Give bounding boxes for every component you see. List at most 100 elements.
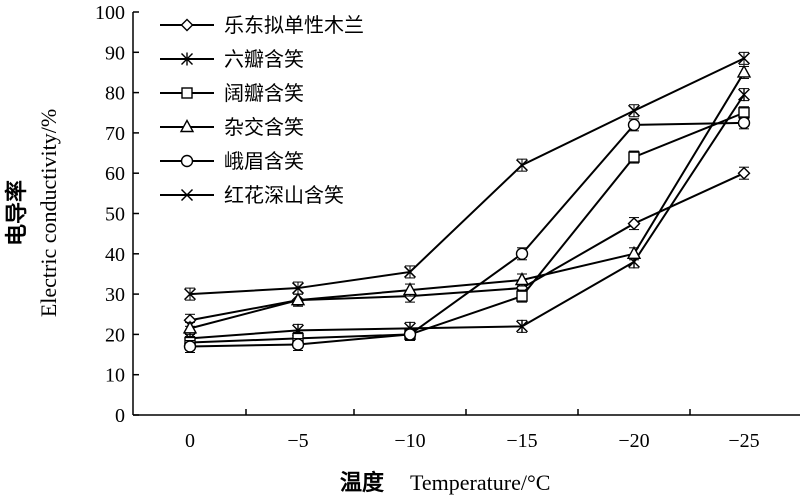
y-tick-label: 0: [115, 405, 125, 427]
series-4: [182, 64, 752, 335]
series-3: [184, 106, 750, 349]
triangle-marker: [182, 320, 198, 334]
data-point: [516, 319, 528, 333]
y-tick-label: 100: [95, 2, 125, 24]
circle-marker: [180, 154, 194, 168]
axis-titles: 温度 Temperature/°C 电导率 Electric conductiv…: [4, 109, 550, 496]
series-line: [189, 94, 745, 340]
x-tick-label: −5: [287, 430, 308, 452]
diamond-marker: [180, 18, 194, 32]
x-marker-stroke: [403, 265, 417, 278]
data-point: [627, 104, 641, 117]
data-point: [291, 338, 305, 351]
data-point: [627, 217, 641, 231]
legend-item-6: 红花深山含笑: [160, 183, 344, 207]
data-point: [514, 272, 530, 286]
data-point: [403, 265, 417, 278]
y-tick-label: 80: [105, 83, 125, 105]
circle-marker: [291, 338, 305, 351]
data-point: [402, 282, 418, 296]
data-point: [516, 290, 528, 302]
legend-marker: [180, 188, 194, 202]
legend-marker: [180, 18, 194, 32]
data-point: [290, 292, 306, 306]
circle-marker: [627, 118, 641, 132]
x-marker-stroke: [183, 288, 197, 301]
series-line: [189, 111, 745, 344]
x-tick-label: −20: [618, 430, 649, 452]
data-point: [738, 107, 750, 119]
series-5: [183, 116, 751, 353]
y-tick-label: 40: [105, 244, 125, 266]
triangle-marker: [736, 64, 752, 78]
data-point: [515, 247, 529, 261]
series-line: [189, 121, 745, 348]
y-tick-label: 50: [105, 204, 125, 226]
series-line: [189, 172, 745, 322]
data-point: [626, 245, 642, 259]
legend-item-1: 乐东拟单性木兰: [160, 13, 364, 37]
triangle-marker: [402, 282, 418, 296]
circle-marker: [403, 328, 417, 341]
series-line: [189, 71, 745, 330]
x-tick-label: 0: [185, 430, 195, 452]
legend-label: 峨眉含笑: [224, 149, 304, 173]
legend-label: 红花深山含笑: [224, 183, 344, 207]
data-point: [515, 159, 529, 172]
diamond-marker: [627, 217, 641, 231]
data-point: [182, 320, 198, 334]
circle-marker: [183, 340, 197, 353]
legend-label: 六瓣含笑: [224, 47, 304, 71]
circle-marker: [515, 247, 529, 261]
legend-marker: [181, 52, 193, 66]
data-point: [736, 64, 752, 78]
data-point: [183, 288, 197, 301]
series-line: [189, 57, 745, 296]
y-tick-label: 10: [105, 365, 125, 387]
legend-label: 阔瓣含笑: [224, 81, 304, 105]
y-tick-label: 90: [105, 42, 125, 64]
data-point: [183, 340, 197, 353]
x-marker-stroke: [180, 188, 194, 202]
legend-item-2: 六瓣含笑: [160, 47, 304, 71]
y-tick-label: 20: [105, 324, 125, 346]
y-axis-title-cn: 电导率: [4, 180, 30, 246]
x-tick-label: −10: [394, 430, 425, 452]
legend-item-4: 杂交含笑: [160, 115, 304, 139]
diamond-marker: [737, 166, 751, 180]
square-marker: [181, 87, 193, 99]
x-axis-title-cn: 温度: [340, 470, 385, 496]
x-axis-title-en: Temperature/°C: [410, 470, 550, 495]
x-marker-stroke: [291, 282, 305, 295]
series-layer: [182, 51, 752, 353]
legend-item-3: 阔瓣含笑: [160, 81, 304, 105]
legend-item-5: 峨眉含笑: [160, 149, 304, 173]
legend-marker: [180, 154, 194, 168]
data-point: [737, 166, 751, 180]
square-marker: [516, 290, 528, 302]
triangle-marker: [514, 272, 530, 286]
y-tick-label: 60: [105, 163, 125, 185]
data-point: [627, 118, 641, 132]
x-marker-stroke: [515, 159, 529, 172]
triangle-marker: [626, 245, 642, 259]
data-point: [628, 151, 640, 163]
y-axis-title-en: Electric conductivity/%: [36, 109, 61, 317]
x-tick-label: −15: [506, 430, 537, 452]
x-marker-stroke: [627, 104, 641, 117]
legend-label: 杂交含笑: [224, 115, 304, 139]
y-tick-label: 70: [105, 123, 125, 145]
series-6: [183, 51, 751, 301]
triangle-marker: [290, 292, 306, 306]
data-point: [737, 116, 751, 130]
triangle-marker: [179, 119, 195, 133]
circle-marker: [737, 116, 751, 130]
legend-marker: [179, 119, 195, 133]
data-point: [737, 52, 751, 65]
square-marker: [738, 107, 750, 119]
data-point: [403, 328, 417, 341]
axes: 0 10 20 30 40 50 60 70 80 90 100 0 −5 −10 −15 −20 −25: [95, 2, 800, 452]
square-marker: [628, 151, 640, 163]
